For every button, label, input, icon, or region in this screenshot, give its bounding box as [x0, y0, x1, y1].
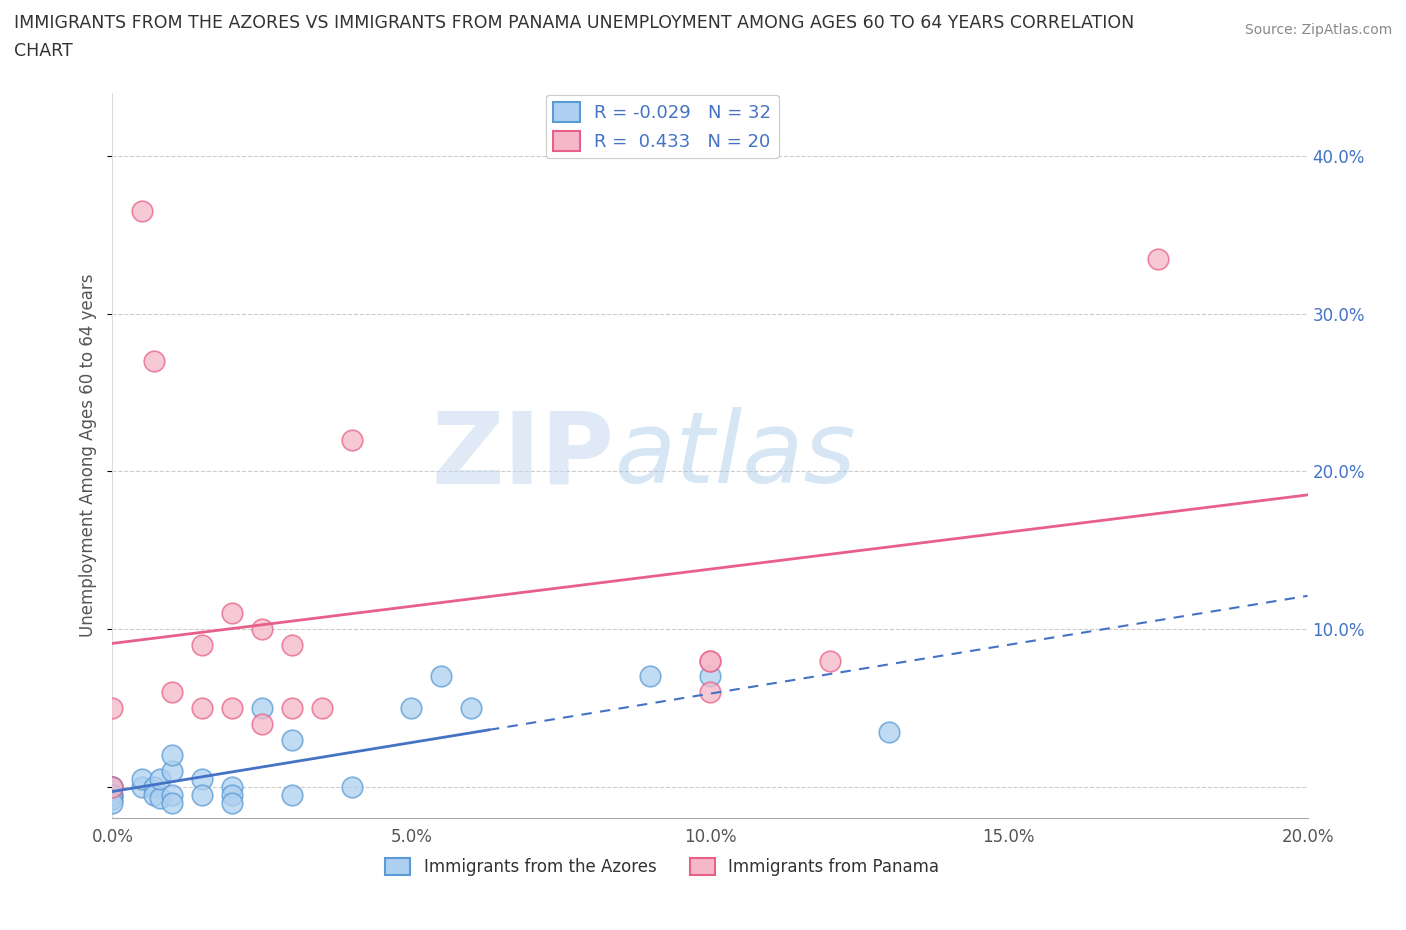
Point [162, 795, 183, 810]
Point [101, 779, 124, 794]
Point [221, 779, 243, 794]
Point [221, 795, 243, 810]
Point [101, 788, 124, 803]
Text: CHART: CHART [14, 42, 73, 60]
Point [101, 795, 124, 810]
Point [1147, 251, 1170, 266]
Point [101, 700, 124, 715]
Point [191, 788, 214, 803]
Text: atlas: atlas [614, 407, 856, 504]
Text: Source: ZipAtlas.com: Source: ZipAtlas.com [1244, 23, 1392, 37]
Point [143, 788, 166, 803]
Point [699, 684, 721, 699]
Point [281, 700, 304, 715]
Point [221, 606, 243, 621]
Point [699, 669, 721, 684]
Point [101, 788, 124, 803]
Text: IMMIGRANTS FROM THE AZORES VS IMMIGRANTS FROM PANAMA UNEMPLOYMENT AMONG AGES 60 : IMMIGRANTS FROM THE AZORES VS IMMIGRANTS… [14, 14, 1135, 32]
Point [221, 788, 243, 803]
Point [281, 788, 304, 803]
Point [149, 790, 172, 805]
Point [131, 779, 153, 794]
Point [143, 353, 166, 368]
Point [401, 700, 423, 715]
Point [191, 772, 214, 787]
Legend: R = -0.029   N = 32, R =  0.433   N = 20: R = -0.029 N = 32, R = 0.433 N = 20 [546, 95, 779, 158]
Point [191, 637, 214, 652]
Point [250, 716, 273, 731]
Point [818, 653, 841, 668]
Point [281, 637, 304, 652]
Point [460, 700, 482, 715]
Point [191, 700, 214, 715]
Point [162, 788, 183, 803]
Point [162, 748, 183, 763]
Point [250, 700, 273, 715]
Point [131, 772, 153, 787]
Point [340, 432, 363, 447]
Point [149, 772, 172, 787]
Point [162, 764, 183, 778]
Point [250, 622, 273, 637]
Point [131, 204, 153, 219]
Point [311, 700, 333, 715]
Point [640, 669, 662, 684]
Y-axis label: Unemployment Among Ages 60 to 64 years: Unemployment Among Ages 60 to 64 years [79, 274, 97, 637]
Point [101, 779, 124, 794]
Point [162, 684, 183, 699]
Point [879, 724, 901, 739]
Point [340, 779, 363, 794]
Point [221, 700, 243, 715]
Point [430, 669, 453, 684]
Text: ZIP: ZIP [432, 407, 614, 504]
Point [699, 653, 721, 668]
Point [101, 779, 124, 794]
Point [143, 779, 166, 794]
Point [101, 792, 124, 807]
Point [101, 779, 124, 794]
Point [699, 653, 721, 668]
Point [281, 732, 304, 747]
